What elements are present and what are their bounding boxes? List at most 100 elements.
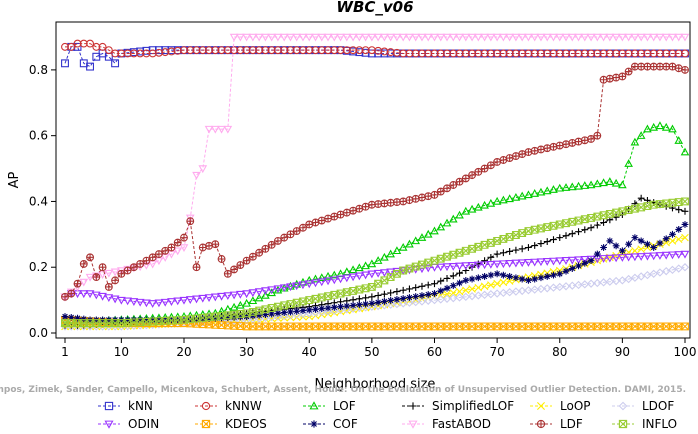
data-point-fastabod xyxy=(217,125,226,134)
data-point-lof xyxy=(655,121,665,130)
data-point-lof xyxy=(618,180,627,189)
data-point-odin xyxy=(348,273,358,282)
data-point-ldf xyxy=(267,240,276,249)
data-point-ldf xyxy=(599,75,608,84)
data-point-fastabod xyxy=(668,33,677,42)
data-point-ldof xyxy=(449,293,458,303)
chart-title: WBC_v06 xyxy=(336,0,413,16)
data-point-inflo xyxy=(286,300,295,309)
data-point-simplifiedlof xyxy=(437,277,445,285)
data-point-cof xyxy=(587,257,595,265)
data-point-inflo xyxy=(349,286,358,295)
data-point-ldf xyxy=(217,255,226,263)
data-point-ldf xyxy=(148,253,157,262)
legend-label-odin: ODIN xyxy=(128,417,159,431)
data-point-odin xyxy=(486,260,496,269)
data-point-fastabod xyxy=(649,33,659,42)
data-point-simplifiedlof xyxy=(374,292,382,299)
data-point-fastabod xyxy=(643,33,652,42)
data-point-fastabod xyxy=(192,171,201,180)
data-point-inflo xyxy=(248,308,257,316)
data-point-cof xyxy=(393,296,401,303)
legend-label-kdeos: KDEOS xyxy=(225,417,267,431)
data-point-fastabod xyxy=(273,33,283,42)
data-point-inflo xyxy=(449,250,458,259)
data-point-inflo xyxy=(493,236,502,245)
data-point-cof xyxy=(512,274,520,282)
data-point-knn xyxy=(111,59,120,68)
data-point-lof xyxy=(661,122,671,131)
data-point-ldf xyxy=(173,238,182,247)
data-point-lof xyxy=(411,236,421,245)
data-point-cof xyxy=(380,298,388,305)
data-point-odin xyxy=(599,255,608,263)
data-point-inflo xyxy=(242,309,251,318)
data-point-inflo xyxy=(486,238,495,247)
data-point-ldof xyxy=(561,282,571,291)
data-point-inflo xyxy=(255,306,264,315)
data-point-fastabod xyxy=(636,33,646,42)
data-point-cof xyxy=(675,226,683,233)
data-point-fastabod xyxy=(586,33,596,42)
data-point-ldf xyxy=(436,187,445,196)
data-point-ldof xyxy=(511,287,521,296)
data-point-inflo xyxy=(430,256,439,265)
series-ldf xyxy=(61,62,689,301)
data-point-odin xyxy=(154,299,164,308)
data-point-fastabod xyxy=(323,33,333,42)
data-point-ldof xyxy=(549,283,558,292)
data-point-lof xyxy=(436,222,446,231)
data-point-cof xyxy=(224,314,232,321)
data-point-loop xyxy=(637,245,645,253)
data-point-ldof xyxy=(574,280,583,290)
data-point-fastabod xyxy=(279,33,289,42)
data-point-odin xyxy=(342,274,352,283)
data-point-odin xyxy=(618,254,627,262)
data-point-cof xyxy=(474,274,482,282)
data-point-kdeos xyxy=(681,322,689,331)
data-point-fastabod xyxy=(267,33,277,42)
x-tick-label: 10 xyxy=(114,345,129,359)
data-point-lof xyxy=(380,252,389,261)
data-point-simplifiedlof xyxy=(631,200,639,208)
data-point-inflo xyxy=(543,223,552,232)
data-point-cof xyxy=(600,244,607,251)
series-line-odin xyxy=(64,253,686,304)
data-point-cof xyxy=(312,305,319,313)
legend-item-odin: ODIN xyxy=(98,417,159,431)
data-point-inflo xyxy=(618,207,627,216)
data-point-simplifiedlof xyxy=(443,275,451,282)
data-point-inflo xyxy=(180,315,188,324)
data-point-fastabod xyxy=(592,33,602,42)
data-point-lof xyxy=(461,206,471,215)
data-point-cof xyxy=(330,303,338,311)
data-point-lof xyxy=(586,180,596,189)
legend-item-kdeos: KDEOS xyxy=(195,417,267,431)
data-point-ldf xyxy=(399,197,408,206)
data-point-cof xyxy=(556,270,564,278)
data-point-lof xyxy=(567,182,577,191)
data-point-odin xyxy=(336,275,345,284)
data-point-odin xyxy=(380,269,389,278)
data-point-odin xyxy=(242,290,251,299)
data-point-cof xyxy=(506,273,514,280)
data-point-ldf xyxy=(261,244,270,253)
data-point-inflo xyxy=(411,262,420,271)
data-point-ldf xyxy=(486,161,495,170)
data-point-ldof xyxy=(680,263,690,272)
data-point-odin xyxy=(442,263,452,272)
data-point-cof xyxy=(650,244,658,251)
data-point-cof xyxy=(606,237,614,245)
data-point-fastabod xyxy=(611,33,621,42)
data-point-fastabod xyxy=(210,125,220,134)
data-point-simplifiedlof xyxy=(537,240,545,247)
data-point-simplifiedlof xyxy=(550,236,557,243)
data-point-simplifiedlof xyxy=(493,250,501,258)
data-point-ldf xyxy=(530,146,539,155)
data-point-inflo xyxy=(630,204,639,213)
data-point-ldf xyxy=(186,217,195,226)
data-point-lof xyxy=(254,293,264,302)
data-point-fastabod xyxy=(292,33,302,42)
y-tick-label: 0.2 xyxy=(29,260,48,274)
data-point-simplifiedlof xyxy=(418,282,426,290)
